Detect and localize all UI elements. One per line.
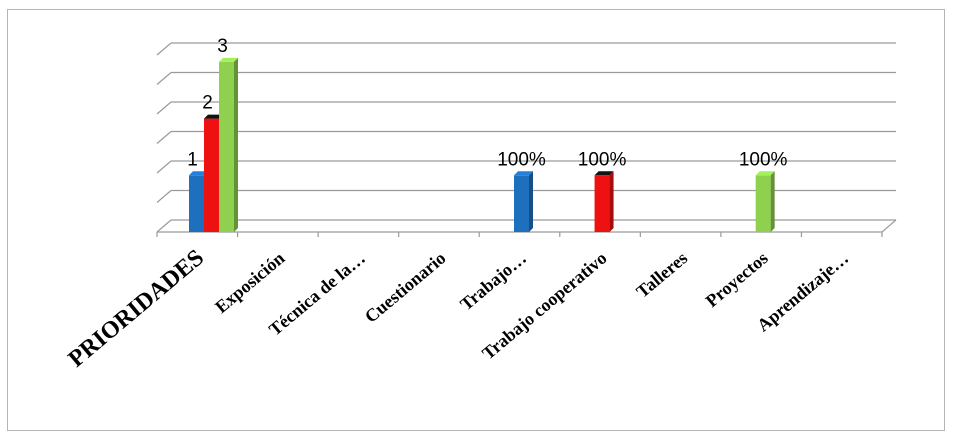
x-tick-label: Exposición bbox=[211, 248, 288, 317]
bar bbox=[514, 171, 533, 232]
data-label: 1 bbox=[187, 149, 198, 170]
bar bbox=[594, 171, 614, 232]
grid-lines bbox=[156, 42, 897, 237]
data-label: 100% bbox=[739, 149, 788, 170]
data-label: 3 bbox=[217, 36, 228, 57]
x-tick-label: Talleres bbox=[632, 248, 691, 302]
gridline-side bbox=[156, 160, 172, 174]
bar bbox=[219, 57, 238, 233]
bars bbox=[189, 57, 775, 233]
gridline-side bbox=[156, 190, 172, 203]
x-tick-label: PRIORIDADES bbox=[64, 245, 209, 373]
gridline-side bbox=[156, 131, 172, 144]
gridline-side bbox=[156, 42, 172, 56]
floor-side bbox=[881, 219, 897, 233]
x-tick-label: Proyectos bbox=[702, 248, 772, 311]
data-label: 100% bbox=[578, 149, 627, 170]
data-label: 100% bbox=[497, 149, 546, 170]
x-tick-label: Trabajo… bbox=[456, 248, 530, 315]
x-tick-label: Cuestionario bbox=[361, 248, 450, 327]
gridline-side bbox=[156, 72, 172, 85]
gridline-side bbox=[156, 219, 172, 233]
bar bbox=[755, 171, 775, 232]
gridline-side bbox=[156, 101, 172, 115]
data-label: 2 bbox=[202, 93, 213, 114]
data-labels: 1 100% 2 100% 3 100% bbox=[187, 36, 787, 170]
